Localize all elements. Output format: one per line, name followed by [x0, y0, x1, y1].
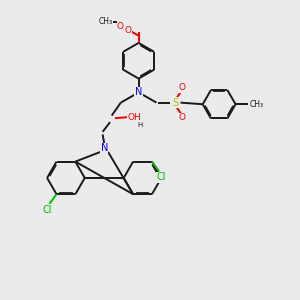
Text: O: O — [117, 22, 124, 31]
Text: Cl: Cl — [157, 172, 166, 182]
Text: CH₃: CH₃ — [98, 17, 112, 26]
Text: S: S — [172, 98, 178, 108]
Text: H: H — [138, 122, 143, 128]
Text: N: N — [135, 87, 142, 97]
Text: CH₃: CH₃ — [250, 100, 264, 109]
Text: O: O — [179, 83, 186, 92]
Text: OH: OH — [128, 113, 141, 122]
Text: Cl: Cl — [42, 205, 52, 215]
Text: N: N — [100, 143, 108, 153]
Text: O: O — [125, 26, 132, 35]
Text: O: O — [179, 113, 186, 122]
